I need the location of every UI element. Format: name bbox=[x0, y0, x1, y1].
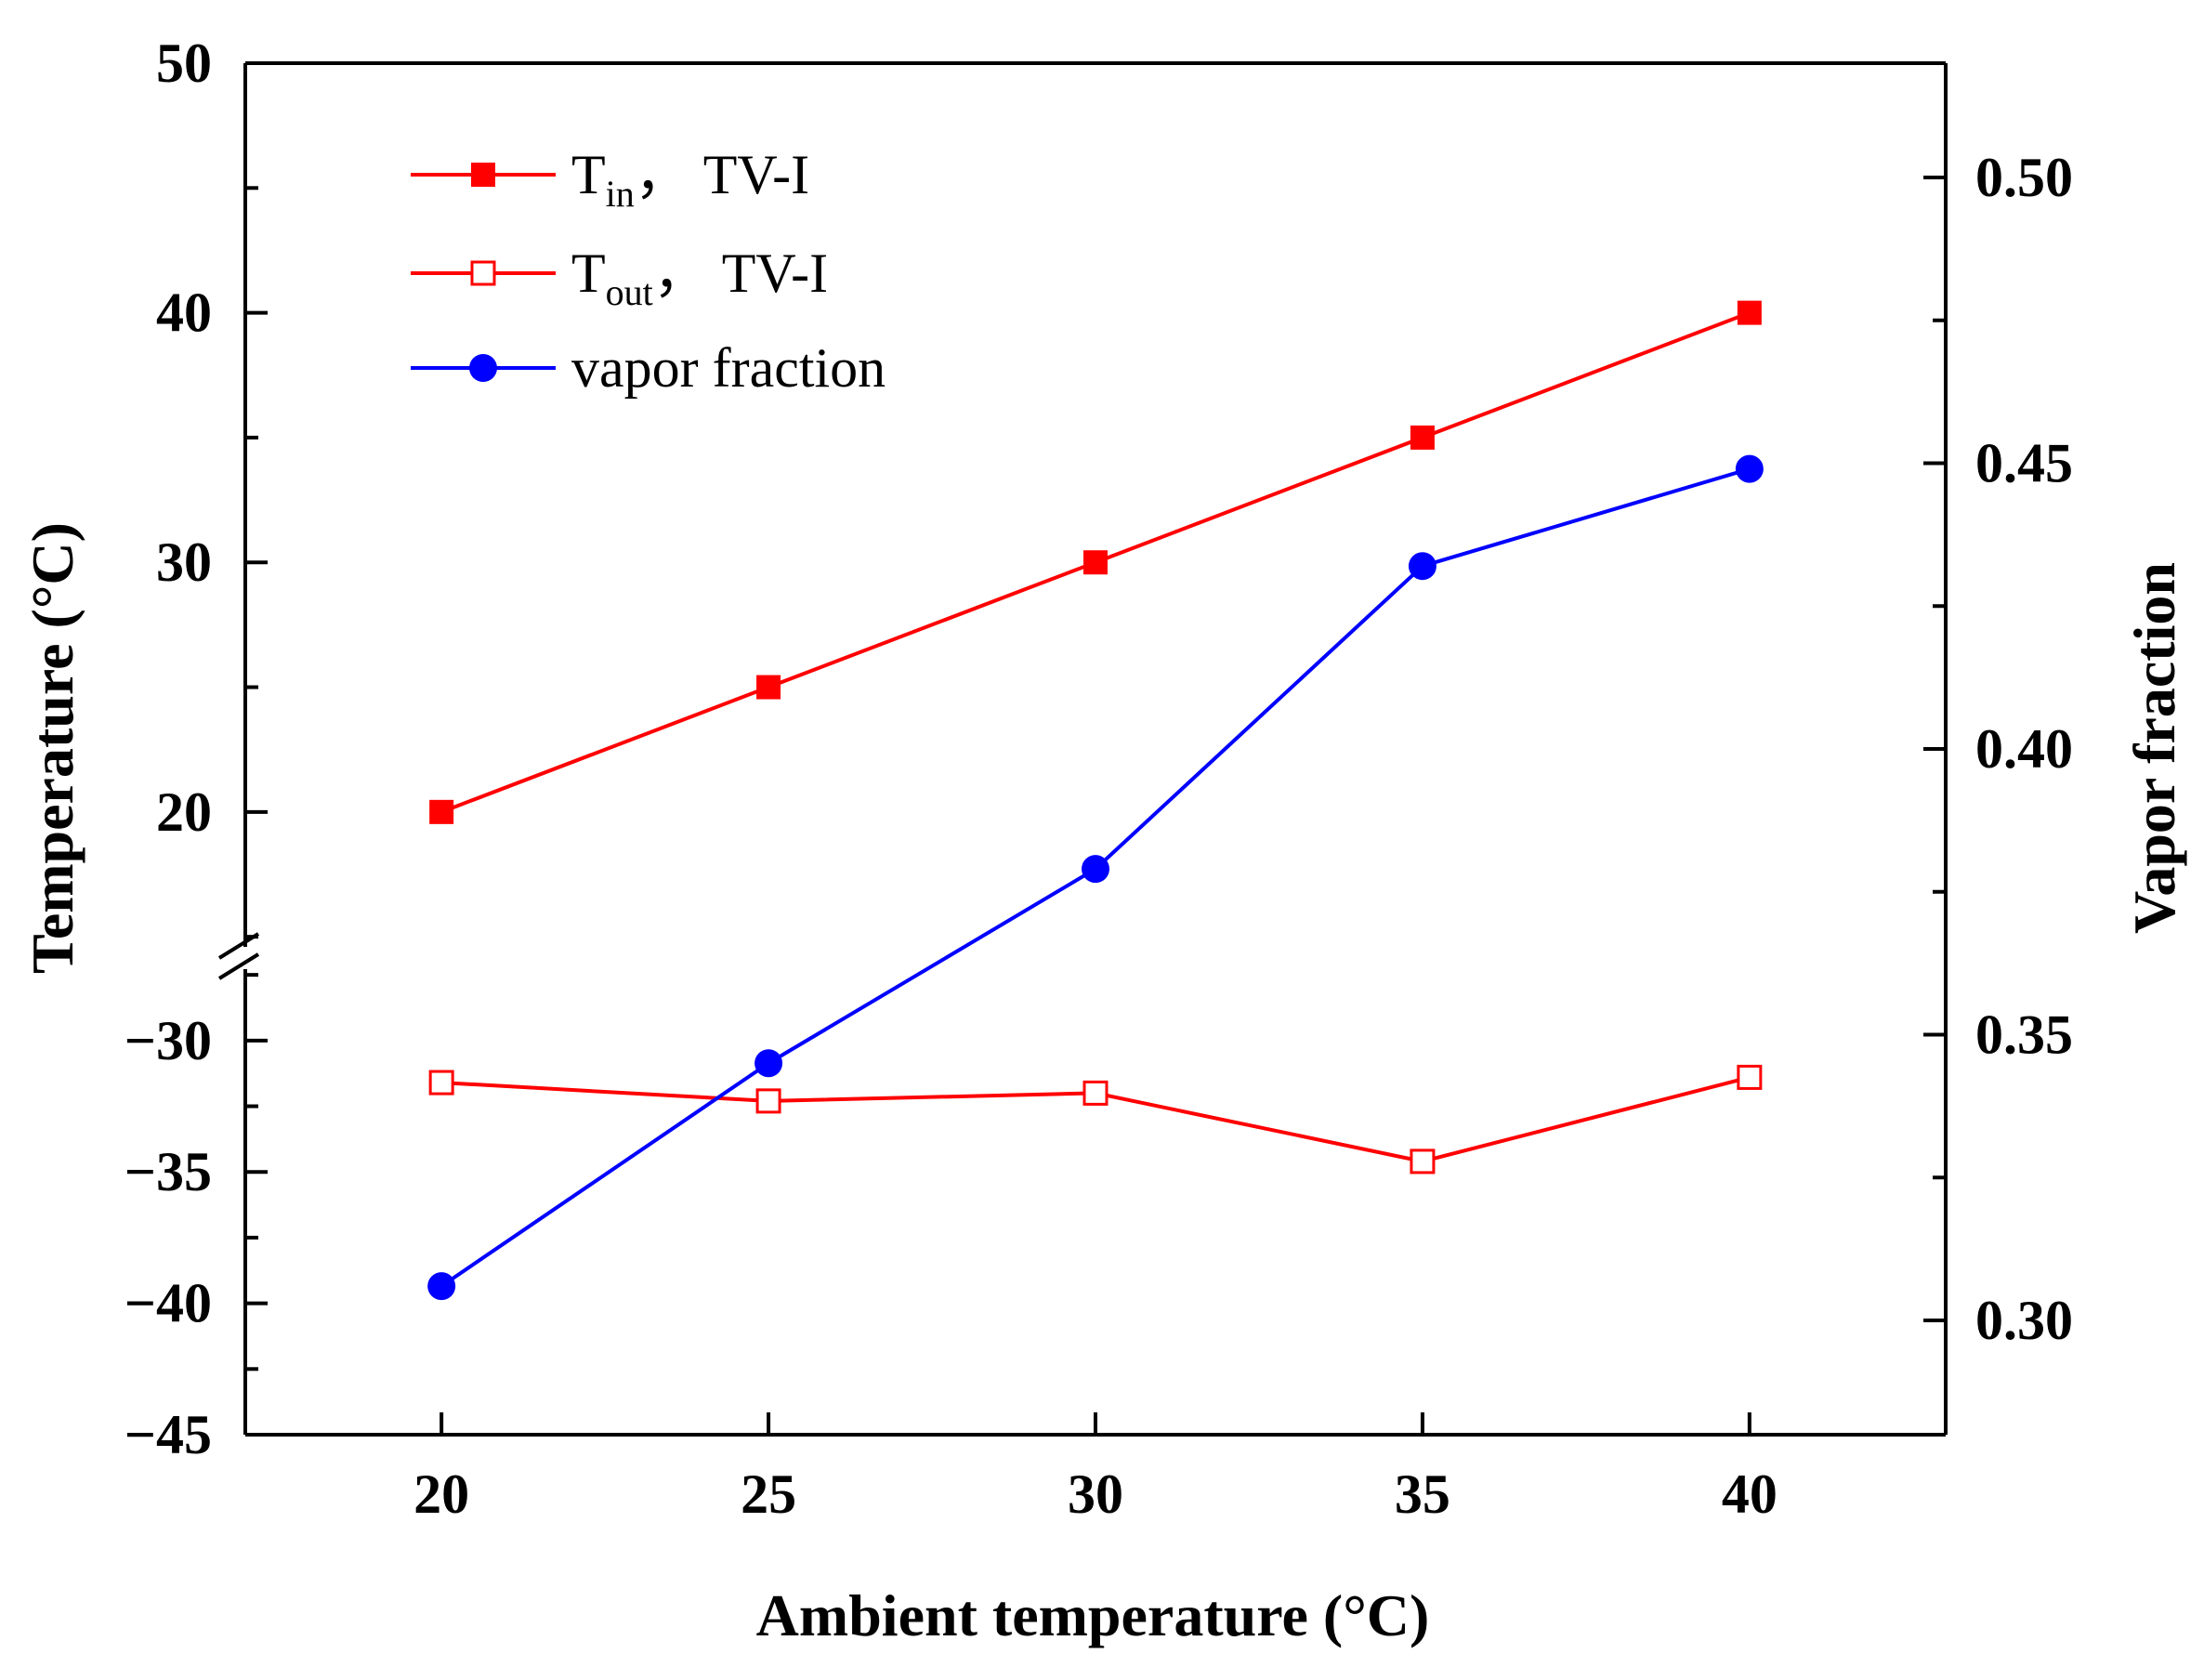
y-left-tick-label: −40 bbox=[125, 1273, 212, 1334]
legend-marker-2 bbox=[470, 260, 496, 286]
series-3-point bbox=[1082, 855, 1109, 884]
series-1-point bbox=[1410, 425, 1435, 450]
legend-label-1: Tin， TV-I bbox=[571, 144, 809, 215]
series-1-point bbox=[1737, 300, 1762, 325]
legend: Tin， TV-I Tout， TV-I vapor fraction bbox=[411, 144, 886, 399]
x-tick-label: 25 bbox=[741, 1463, 796, 1525]
legend-label-3: vapor fraction bbox=[571, 337, 886, 399]
y-left-tick-label: 20 bbox=[156, 781, 212, 843]
series-3-point bbox=[427, 1272, 456, 1301]
y-left-tick-label: −45 bbox=[125, 1404, 212, 1465]
legend-marker-1 bbox=[471, 163, 495, 187]
x-tick-label: 20 bbox=[413, 1463, 469, 1525]
y-right-tick-label: 0.45 bbox=[1975, 433, 2073, 494]
series-3-point bbox=[1408, 552, 1437, 581]
series-3-point bbox=[1735, 454, 1764, 483]
y-right-tick-label: 0.35 bbox=[1975, 1004, 2073, 1066]
series-1-point bbox=[429, 799, 454, 824]
tick-labels: 20 30 40 50 −30 −35 −40 −45 0.30 0.35 0.40 0.45 0.50… bbox=[125, 33, 2073, 1525]
y-left-tick-label: 30 bbox=[156, 532, 212, 593]
y-axis-left-title: Temperature (°C) bbox=[20, 522, 85, 974]
y-right-tick-label: 0.30 bbox=[1975, 1290, 2073, 1351]
series-2-point bbox=[1410, 1148, 1436, 1175]
legend-marker-3 bbox=[469, 354, 497, 382]
legend-label-2: Tout， TV-I bbox=[571, 243, 828, 313]
axis-break-mark bbox=[217, 952, 260, 980]
x-tick-label: 30 bbox=[1068, 1463, 1123, 1525]
y-left-tick-label: 50 bbox=[156, 33, 212, 94]
series-1-point bbox=[756, 675, 781, 700]
series-3-point bbox=[754, 1049, 783, 1078]
x-tick-label: 35 bbox=[1395, 1463, 1450, 1525]
series-2-point bbox=[1737, 1064, 1763, 1090]
series-2-point bbox=[428, 1070, 454, 1096]
y-axis-right-title: Vapor fraction bbox=[2121, 562, 2187, 934]
y-left-tick-label: −35 bbox=[125, 1141, 212, 1202]
y-right-tick-label: 0.40 bbox=[1975, 718, 2073, 780]
y-right-tick-label: 0.50 bbox=[1975, 147, 2073, 208]
x-tick-label: 40 bbox=[1722, 1463, 1778, 1525]
y-left-tick-label: −30 bbox=[125, 1010, 212, 1071]
y-left-tick-label: 40 bbox=[156, 282, 212, 344]
series-2-point bbox=[755, 1088, 781, 1114]
series-2-point bbox=[1082, 1080, 1109, 1106]
series-layer bbox=[427, 300, 1764, 1301]
series-1-point bbox=[1083, 550, 1108, 575]
axis-ticks bbox=[245, 61, 1946, 1437]
x-axis-title: Ambient temperature (°C) bbox=[756, 1582, 1430, 1648]
